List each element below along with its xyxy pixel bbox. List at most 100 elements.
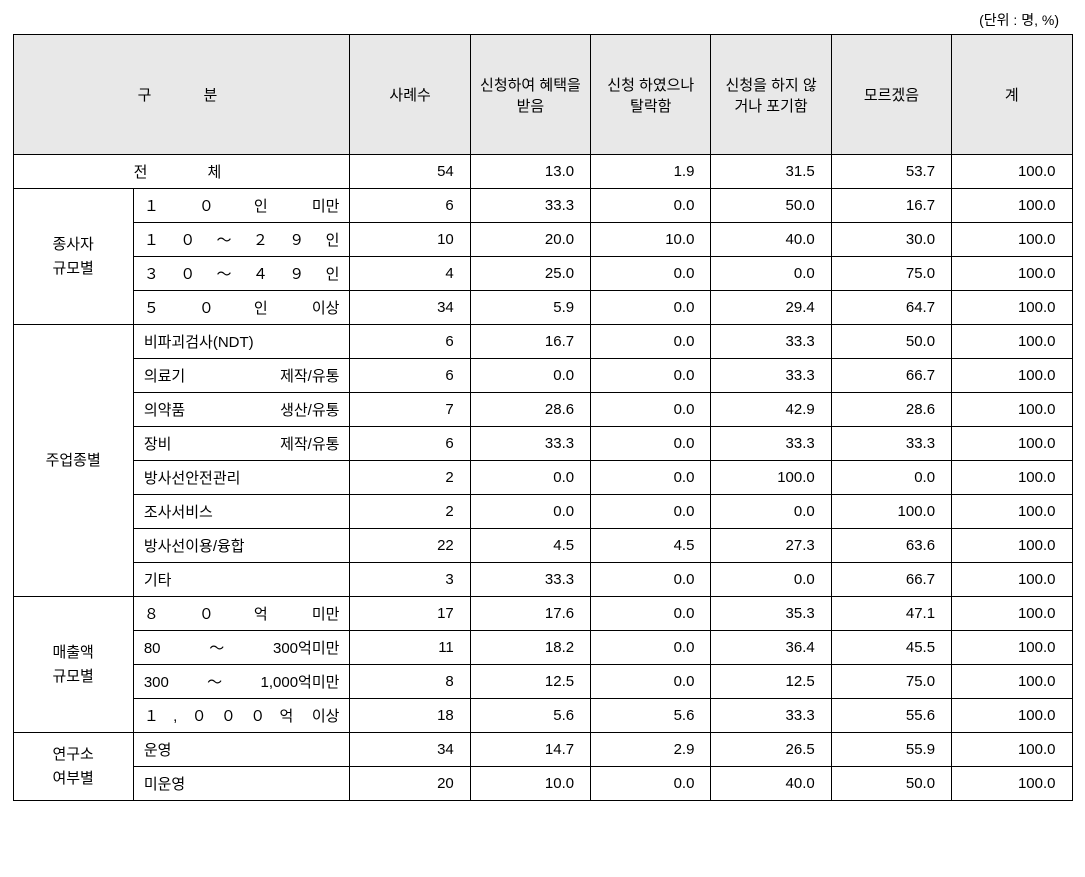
data-cell: 34: [350, 733, 470, 767]
data-cell: 35.3: [711, 597, 831, 631]
group-label: 종사자규모별: [13, 189, 133, 325]
data-table: 구 분 사례수 신청하여 혜택을 받음 신청 하였으나 탈락함 신청을 하지 않…: [13, 34, 1073, 801]
table-row: 기타333.30.00.066.7100.0: [13, 563, 1072, 597]
data-cell: 0.0: [711, 257, 831, 291]
header-category: 구 분: [13, 35, 350, 155]
sub-label: １,０００억 이상: [133, 699, 350, 733]
data-cell: 33.3: [711, 427, 831, 461]
data-cell: 50.0: [831, 767, 951, 801]
table-row: 종사자규모별１０인 미만633.30.050.016.7100.0: [13, 189, 1072, 223]
data-cell: 0.0: [470, 495, 590, 529]
data-cell: 6: [350, 359, 470, 393]
data-cell: 0.0: [591, 291, 711, 325]
data-cell: 6: [350, 325, 470, 359]
data-cell: 3: [350, 563, 470, 597]
data-cell: 16.7: [831, 189, 951, 223]
total-label: 전체: [13, 155, 350, 189]
data-cell: 18.2: [470, 631, 590, 665]
data-cell: 7: [350, 393, 470, 427]
data-cell: 100.0: [711, 461, 831, 495]
data-cell: 50.0: [831, 325, 951, 359]
data-cell: 6: [350, 189, 470, 223]
data-cell: 8: [350, 665, 470, 699]
data-cell: 0.0: [591, 393, 711, 427]
header-col6: 계: [952, 35, 1072, 155]
data-cell: 0.0: [591, 563, 711, 597]
sub-label: １０인 미만: [133, 189, 350, 223]
group-label: 매출액규모별: [13, 597, 133, 733]
data-cell: 12.5: [711, 665, 831, 699]
sub-label: 미운영: [133, 767, 350, 801]
data-cell: 4.5: [591, 529, 711, 563]
data-cell: 100.0: [952, 665, 1072, 699]
data-cell: 0.0: [470, 359, 590, 393]
data-cell: 0.0: [591, 359, 711, 393]
data-cell: 2.9: [591, 733, 711, 767]
table-row: 의약품 생산/유통728.60.042.928.6100.0: [13, 393, 1072, 427]
sub-label: 300～1,000억미만: [133, 665, 350, 699]
table-row: 의료기 제작/유통60.00.033.366.7100.0: [13, 359, 1072, 393]
data-cell: 17: [350, 597, 470, 631]
data-cell: 6: [350, 427, 470, 461]
data-cell: 75.0: [831, 665, 951, 699]
data-cell: 0.0: [591, 427, 711, 461]
data-cell: 34: [350, 291, 470, 325]
group-label: 연구소여부별: [13, 733, 133, 801]
data-cell: 29.4: [711, 291, 831, 325]
data-cell: 40.0: [711, 223, 831, 257]
data-cell: 33.3: [470, 427, 590, 461]
data-cell: 47.1: [831, 597, 951, 631]
data-cell: 100.0: [952, 495, 1072, 529]
total-value-4: 53.7: [831, 155, 951, 189]
data-cell: 100.0: [952, 189, 1072, 223]
sub-label: 조사서비스: [133, 495, 350, 529]
sub-label: 방사선안전관리: [133, 461, 350, 495]
data-cell: 0.0: [591, 597, 711, 631]
table-row: 조사서비스20.00.00.0100.0100.0: [13, 495, 1072, 529]
data-cell: 0.0: [831, 461, 951, 495]
table-row: 방사선이용/융합224.54.527.363.6100.0: [13, 529, 1072, 563]
sub-label: 80～300억미만: [133, 631, 350, 665]
data-cell: 0.0: [591, 325, 711, 359]
data-cell: 2: [350, 461, 470, 495]
data-cell: 100.0: [952, 529, 1072, 563]
data-cell: 10.0: [470, 767, 590, 801]
data-cell: 20: [350, 767, 470, 801]
data-cell: 0.0: [711, 495, 831, 529]
table-row: 미운영2010.00.040.050.0100.0: [13, 767, 1072, 801]
data-cell: 33.3: [711, 325, 831, 359]
header-col4: 신청을 하지 않거나 포기함: [711, 35, 831, 155]
data-cell: 100.0: [952, 733, 1072, 767]
data-cell: 100.0: [952, 223, 1072, 257]
sub-label: ３０～４９인: [133, 257, 350, 291]
sub-label: 의약품 생산/유통: [133, 393, 350, 427]
data-cell: 14.7: [470, 733, 590, 767]
sub-label: 방사선이용/융합: [133, 529, 350, 563]
data-cell: 25.0: [470, 257, 590, 291]
data-cell: 0.0: [470, 461, 590, 495]
data-cell: 0.0: [711, 563, 831, 597]
table-row: ３０～４９인425.00.00.075.0100.0: [13, 257, 1072, 291]
header-col1: 사례수: [350, 35, 470, 155]
data-cell: 100.0: [952, 325, 1072, 359]
data-cell: 0.0: [591, 495, 711, 529]
sub-label: ５０인 이상: [133, 291, 350, 325]
data-cell: 100.0: [952, 631, 1072, 665]
data-cell: 33.3: [711, 699, 831, 733]
data-cell: 100.0: [952, 257, 1072, 291]
data-cell: 10: [350, 223, 470, 257]
data-cell: 100.0: [952, 461, 1072, 495]
data-cell: 42.9: [711, 393, 831, 427]
data-cell: 4.5: [470, 529, 590, 563]
total-value-1: 13.0: [470, 155, 590, 189]
data-cell: 5.6: [470, 699, 590, 733]
data-cell: 100.0: [831, 495, 951, 529]
data-cell: 100.0: [952, 393, 1072, 427]
table-row: １,０００억 이상185.65.633.355.6100.0: [13, 699, 1072, 733]
data-cell: 100.0: [952, 291, 1072, 325]
data-cell: 100.0: [952, 563, 1072, 597]
data-cell: 45.5: [831, 631, 951, 665]
data-cell: 26.5: [711, 733, 831, 767]
data-cell: 5.9: [470, 291, 590, 325]
data-cell: 28.6: [831, 393, 951, 427]
